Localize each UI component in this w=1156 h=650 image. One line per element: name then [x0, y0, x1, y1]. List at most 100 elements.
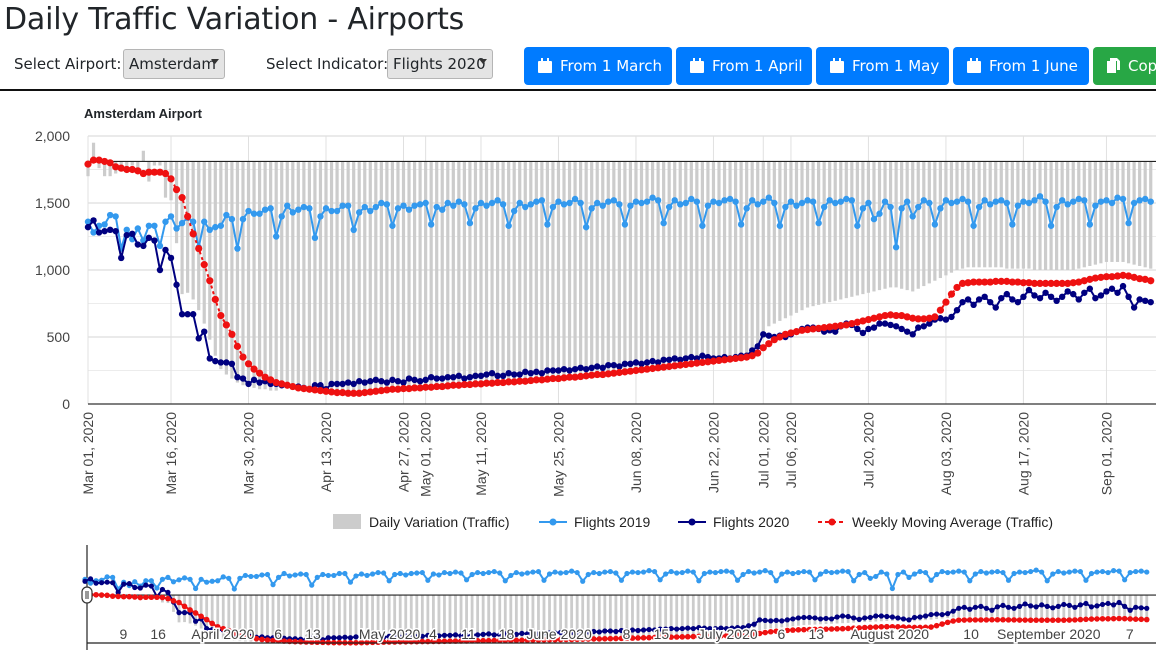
flights-2020-point: [865, 325, 872, 333]
navigator-average-point: [1132, 616, 1139, 622]
navigator-average-point: [989, 616, 995, 623]
flights-2019-point: [843, 195, 850, 203]
navigator-2019-point: [712, 569, 719, 576]
moving-average-point: [272, 378, 280, 387]
navigator-average-point: [242, 633, 249, 640]
navigator-2019-point: [264, 571, 271, 578]
variation-bar: [141, 150, 145, 162]
moving-average-point: [516, 377, 524, 385]
legend-variation[interactable]: Daily Variation (Traffic): [369, 514, 510, 530]
navigator-2020-point: [779, 618, 785, 624]
navigator-bar: [785, 595, 789, 627]
flights-2020-point: [95, 229, 103, 236]
moving-average-point: [1080, 277, 1088, 285]
navigator-average-point: [546, 636, 553, 643]
variation-bar: [429, 161, 433, 388]
navigator-2019-point: [806, 569, 813, 575]
moving-average-point: [1053, 279, 1061, 287]
flights-2019-point: [356, 209, 363, 216]
flights-2019-point: [948, 199, 955, 207]
variation-bar: [872, 161, 876, 292]
navigator-2019-point: [707, 569, 713, 575]
navigator-2019-point: [801, 568, 807, 575]
page-title: Daily Traffic Variation - Airports: [4, 2, 465, 37]
navigator-average-point: [596, 636, 603, 642]
navigator-2019-point: [1000, 569, 1006, 576]
navigator-2019-point: [1099, 568, 1106, 575]
moving-average-point: [853, 318, 861, 326]
variation-bar: [329, 161, 334, 392]
navigator-2020-point: [817, 616, 824, 622]
navigator-average-point: [790, 627, 796, 633]
from-1-june-button[interactable]: From 1 June: [953, 47, 1089, 85]
navigator-handle[interactable]: [81, 586, 93, 604]
legend-moving-average[interactable]: Weekly Moving Average (Traffic): [852, 514, 1053, 530]
navigator-2020-point: [535, 631, 542, 637]
navigator-average-point: [1105, 615, 1111, 622]
navigator-average-point: [574, 636, 580, 643]
indicator-select[interactable]: Flights 2020: [387, 49, 493, 79]
navigator-label: June 2020: [526, 626, 592, 642]
variation-bar: [800, 161, 804, 311]
navigator-2019-point: [1083, 577, 1089, 583]
legend-flights-2019[interactable]: Flights 2019: [574, 514, 650, 530]
moving-average-point: [1075, 278, 1083, 286]
from-1-april-button[interactable]: From 1 April: [676, 47, 812, 85]
navigator-bar: [526, 595, 529, 641]
navigator-average-point: [1000, 616, 1006, 623]
moving-average-point: [339, 389, 347, 397]
flights-2020-point: [189, 311, 197, 318]
x-tick-label: Apr 27, 2020: [395, 412, 411, 492]
navigator-2019-point: [104, 574, 110, 580]
navigator-2020-point: [580, 629, 586, 636]
y-axis: 0 500 1,000 1,500 2,000: [35, 128, 70, 412]
flights-2020-point: [378, 378, 385, 385]
variation-bar: [368, 161, 372, 392]
moving-average-point: [709, 357, 718, 365]
flights-2019-point: [771, 199, 778, 207]
navigator-bar: [769, 595, 773, 629]
navigator-2019-point: [242, 572, 248, 579]
flights-2019-point: [1070, 198, 1077, 205]
navigator-2020-point: [353, 634, 359, 640]
flights-2020-point: [577, 364, 584, 372]
navigator-bar: [376, 595, 380, 643]
navigator-2020-point: [983, 605, 989, 611]
navigator-2020-point: [856, 616, 862, 623]
navigator-bar: [719, 595, 723, 636]
navigator-average-point: [613, 635, 619, 642]
navigator-average-point: [1011, 617, 1017, 623]
airport-select[interactable]: Amsterdam: [123, 49, 225, 79]
navigator-2019-point: [1011, 570, 1017, 577]
flights-2019-point: [444, 199, 451, 207]
variation-bar: [662, 161, 666, 368]
flights-2019-point: [793, 202, 800, 209]
flights-2019-point: [261, 206, 269, 213]
navigator-2020-point: [862, 615, 868, 621]
navigator-average-point: [950, 618, 957, 624]
from-1-may-button[interactable]: From 1 May: [816, 47, 949, 85]
variation-bar: [152, 161, 157, 166]
flights-2020-point: [948, 313, 955, 321]
variation-bar: [861, 161, 865, 295]
variation-bar: [1021, 161, 1026, 269]
legend-flights-2020[interactable]: Flights 2020: [713, 514, 789, 530]
navigator-average-point: [978, 617, 984, 623]
navigator-average-point: [972, 617, 979, 623]
moving-average-point: [433, 382, 441, 391]
variation-bar: [202, 161, 206, 324]
navigator-2020-point: [469, 632, 475, 638]
navigator-2019-point: [1044, 578, 1050, 584]
variation-bar: [645, 161, 649, 370]
flights-2020-point: [544, 367, 551, 374]
variation-bar: [246, 161, 251, 387]
variation-bar: [385, 161, 389, 390]
navigator-average-point: [889, 623, 896, 630]
flights-2020-point: [560, 365, 568, 373]
navigator-2019-point: [895, 571, 901, 578]
flights-2020-point: [538, 369, 546, 377]
variation-bar: [772, 161, 776, 324]
navigator-bar: [697, 595, 701, 637]
copy-button[interactable]: Cop: [1093, 47, 1156, 85]
from-1-march-button[interactable]: From 1 March: [524, 47, 672, 85]
